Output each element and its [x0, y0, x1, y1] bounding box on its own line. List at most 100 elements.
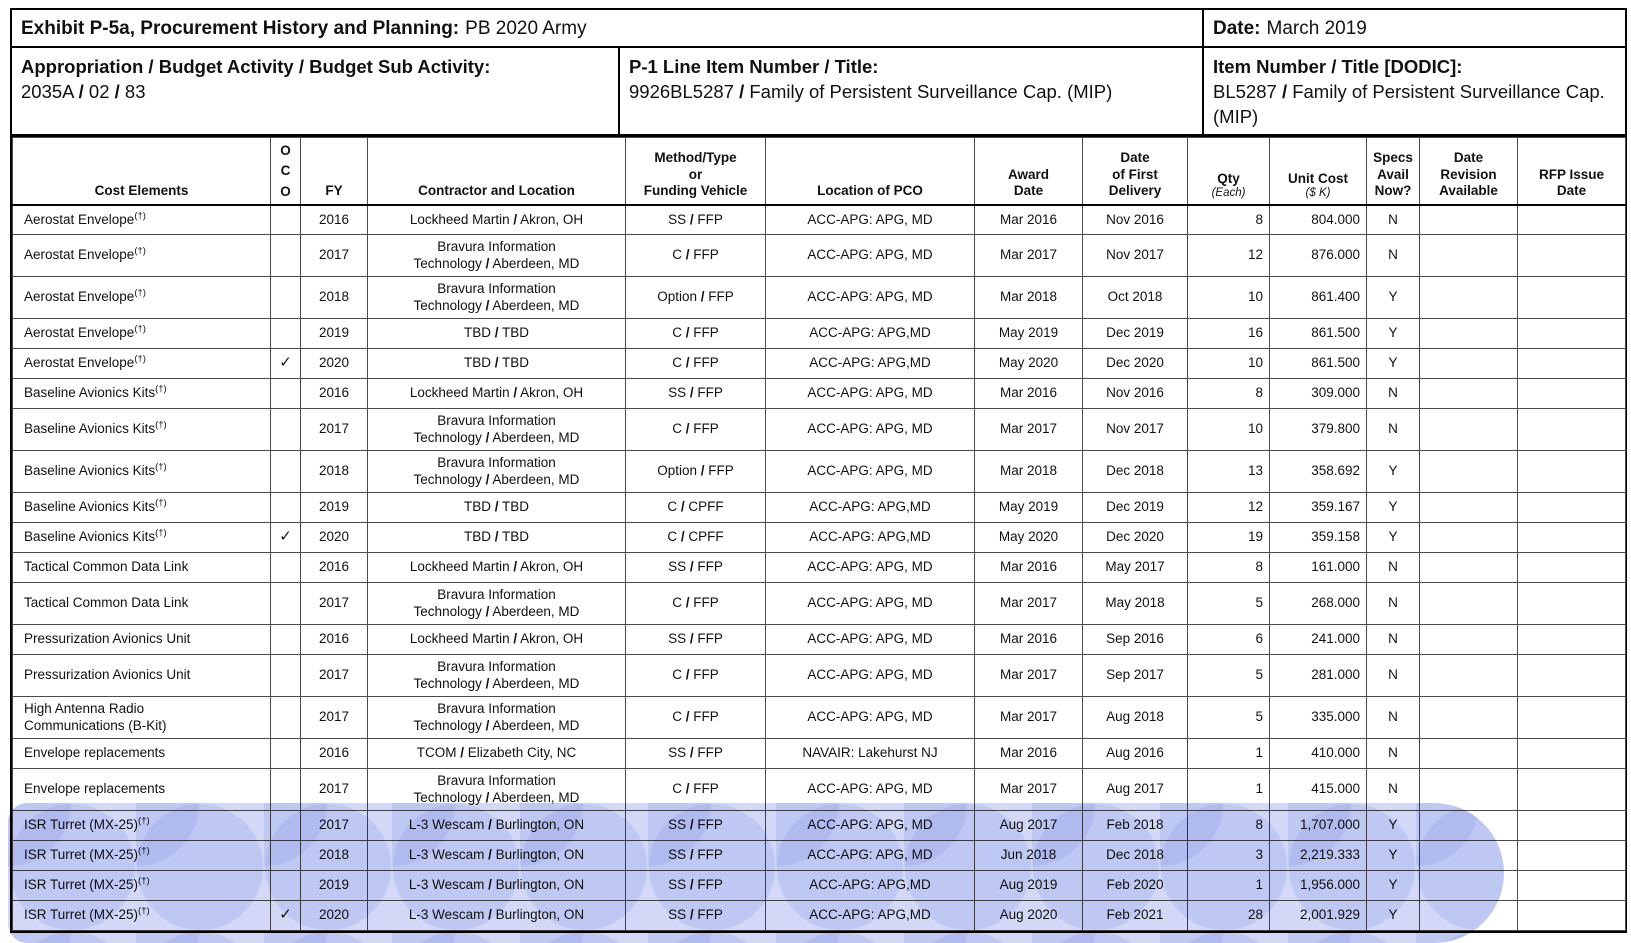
cell-oco	[270, 654, 301, 698]
cell-pco: ACC-APG: APG, MD	[765, 840, 975, 872]
table-row: Baseline Avionics Kits(†) ✓ 2020 TBD / TBD C…	[12, 522, 1626, 554]
cell-unit_cost: 1,956.000	[1269, 870, 1367, 902]
column-header-rfp: RFP Issue Date	[1517, 136, 1626, 206]
exhibit-label: Exhibit P-5a, Procurement History and Pl…	[21, 17, 460, 39]
cell-fy: 2016	[300, 624, 368, 656]
cell-pco: ACC-APG: APG, MD	[765, 768, 975, 812]
cell-cost_element: Pressurization Avionics Unit	[12, 624, 271, 656]
cell-unit_cost: 861.500	[1269, 348, 1367, 380]
cell-qty: 3	[1187, 840, 1270, 872]
cell-award: Mar 2017	[974, 696, 1083, 740]
cell-specs: N	[1366, 204, 1420, 236]
cell-specs: Y	[1366, 522, 1420, 554]
cell-rfp	[1517, 870, 1626, 902]
exhibit-title-cell: Exhibit P-5a, Procurement History and Pl…	[12, 10, 1204, 46]
cell-specs: Y	[1366, 840, 1420, 872]
cell-date_revision	[1419, 318, 1518, 350]
table-row: ISR Turret (MX-25)(†) 2018 L-3 Wescam / Bu…	[12, 840, 1626, 872]
cell-unit_cost: 804.000	[1269, 204, 1367, 236]
cell-contractor: TBD / TBD	[367, 492, 626, 524]
cell-unit_cost: 335.000	[1269, 696, 1367, 740]
cell-qty: 6	[1187, 624, 1270, 656]
cell-rfp	[1517, 768, 1626, 812]
identification-row: Appropriation / Budget Activity / Budget…	[12, 48, 1625, 137]
cell-specs: Y	[1366, 348, 1420, 380]
cell-pco: ACC-APG: APG, MD	[765, 696, 975, 740]
date-cell: Date: March 2019	[1204, 10, 1625, 46]
cell-pco: ACC-APG: APG, MD	[765, 276, 975, 320]
cell-date_revision	[1419, 738, 1518, 770]
cell-pco: ACC-APG: APG, MD	[765, 624, 975, 656]
cell-fy: 2018	[300, 450, 368, 494]
cell-contractor: TCOM / Elizabeth City, NC	[367, 738, 626, 770]
cell-oco	[270, 870, 301, 902]
table-row: Envelope replacements 2016 TCOM / Elizabet…	[12, 738, 1626, 770]
cell-qty: 1	[1187, 768, 1270, 812]
table-row: Tactical Common Data Link 2016 Lockheed Ma…	[12, 552, 1626, 584]
cell-qty: 16	[1187, 318, 1270, 350]
column-header-contractor: Contractor and Location	[367, 136, 626, 206]
cell-method: C / FFP	[625, 696, 766, 740]
cell-rfp	[1517, 738, 1626, 770]
cell-cost_element: ISR Turret (MX-25)(†)	[12, 900, 271, 932]
cell-award: Mar 2017	[974, 234, 1083, 278]
p1-line-item-label: P-1 Line Item Number / Title:	[629, 56, 879, 77]
p1-line-item-cell: P-1 Line Item Number / Title: 9926BL5287…	[620, 48, 1204, 134]
cell-contractor: TBD / TBD	[367, 318, 626, 350]
cell-delivery: Feb 2020	[1082, 870, 1188, 902]
cell-specs: N	[1366, 696, 1420, 740]
cell-delivery: Feb 2021	[1082, 900, 1188, 932]
cell-delivery: Aug 2017	[1082, 768, 1188, 812]
cell-rfp	[1517, 408, 1626, 452]
cell-cost_element: Tactical Common Data Link	[12, 552, 271, 584]
cell-cost_element: ISR Turret (MX-25)(†)	[12, 870, 271, 902]
cell-cost_element: Tactical Common Data Link	[12, 582, 271, 626]
table-row: Tactical Common Data Link 2017 Bravura Inf…	[12, 582, 1626, 626]
cell-cost_element: Baseline Avionics Kits(†)	[12, 492, 271, 524]
cell-qty: 8	[1187, 552, 1270, 584]
cell-qty: 8	[1187, 378, 1270, 410]
cell-cost_element: Baseline Avionics Kits(†)	[12, 450, 271, 494]
cell-delivery: Dec 2019	[1082, 492, 1188, 524]
cell-fy: 2017	[300, 582, 368, 626]
cell-cost_element: ISR Turret (MX-25)(†)	[12, 840, 271, 872]
cell-delivery: Dec 2018	[1082, 450, 1188, 494]
cell-fy: 2016	[300, 738, 368, 770]
cell-fy: 2017	[300, 408, 368, 452]
cell-delivery: Dec 2020	[1082, 522, 1188, 554]
cell-rfp	[1517, 318, 1626, 350]
cell-oco	[270, 810, 301, 842]
cell-method: SS / FFP	[625, 840, 766, 872]
cell-method: SS / FFP	[625, 810, 766, 842]
cell-pco: NAVAIR: Lakehurst NJ	[765, 738, 975, 770]
cell-fy: 2020	[300, 348, 368, 380]
table-row: Aerostat Envelope(†) ✓ 2020 TBD / TBD C / FF…	[12, 348, 1626, 380]
cell-date_revision	[1419, 696, 1518, 740]
cell-fy: 2016	[300, 204, 368, 236]
cell-specs: N	[1366, 582, 1420, 626]
cell-oco	[270, 840, 301, 872]
cell-contractor: Bravura Information Technology / Aberdee…	[367, 234, 626, 278]
cell-unit_cost: 1,707.000	[1269, 810, 1367, 842]
cell-method: C / FFP	[625, 582, 766, 626]
date-label: Date:	[1213, 17, 1261, 39]
cell-pco: ACC-APG: APG,MD	[765, 522, 975, 554]
table-row: ISR Turret (MX-25)(†) 2019 L-3 Wescam / Bu…	[12, 870, 1626, 902]
cell-delivery: Aug 2016	[1082, 738, 1188, 770]
cell-qty: 1	[1187, 738, 1270, 770]
cell-pco: ACC-APG: APG, MD	[765, 810, 975, 842]
cell-qty: 10	[1187, 348, 1270, 380]
cell-delivery: Dec 2019	[1082, 318, 1188, 350]
cell-fy: 2016	[300, 378, 368, 410]
table-row: High Antenna Radio Communications (B-Kit…	[12, 696, 1626, 740]
column-header-unit_cost: Unit Cost ($ K)	[1269, 136, 1367, 206]
cell-pco: ACC-APG: APG, MD	[765, 450, 975, 494]
cell-qty: 19	[1187, 522, 1270, 554]
cell-pco: ACC-APG: APG,MD	[765, 870, 975, 902]
item-number-value: BL5287 / Family of Persistent Surveillan…	[1213, 80, 1605, 127]
cell-oco	[270, 408, 301, 452]
cell-date_revision	[1419, 450, 1518, 494]
cell-method: C / FFP	[625, 654, 766, 698]
cell-contractor: L-3 Wescam / Burlington, ON	[367, 840, 626, 872]
